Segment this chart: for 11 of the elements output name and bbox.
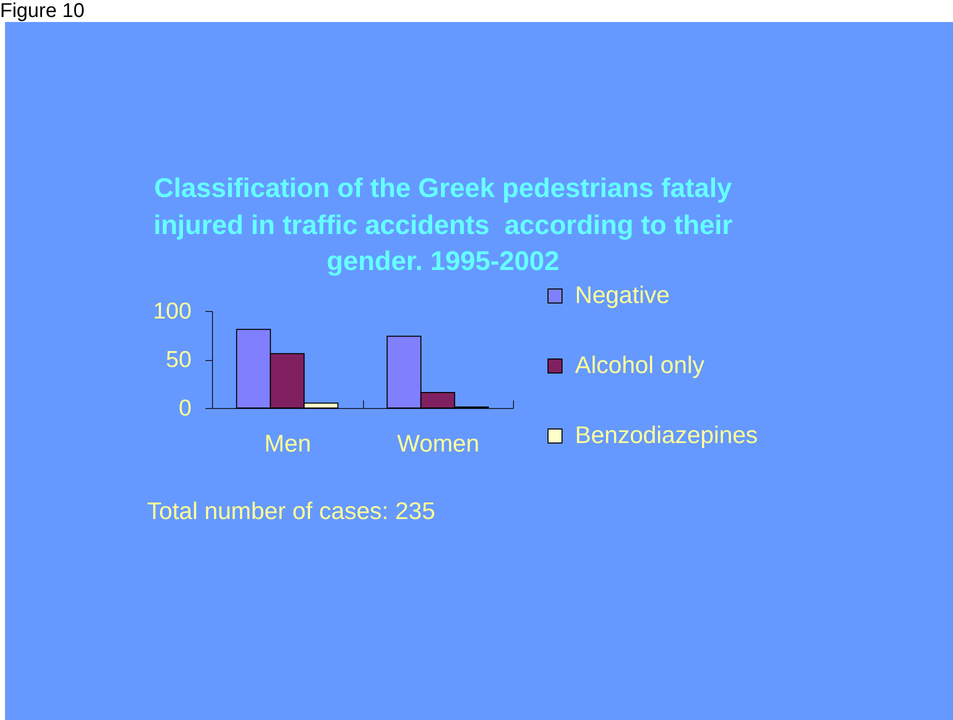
y-tick-label: 0 (178, 394, 192, 420)
legend-label: Alcohol only (575, 352, 704, 379)
legend-label: Benzodiazepines (575, 422, 758, 449)
y-tick-label: 50 (166, 346, 192, 372)
legend-label: Negative (575, 282, 670, 309)
x-tick-label: Women (397, 430, 480, 458)
chart-title: Classification of the Greek pedestrians fataly injured in traffic accidents according to their gender. 1995-2002 (152, 172, 734, 278)
x-tick-label: Men (264, 430, 312, 458)
y-tick-label: 100 (153, 298, 192, 324)
text: Total number of cases: 235 (147, 498, 436, 526)
caption: Figure 10 (0, 0, 84, 22)
